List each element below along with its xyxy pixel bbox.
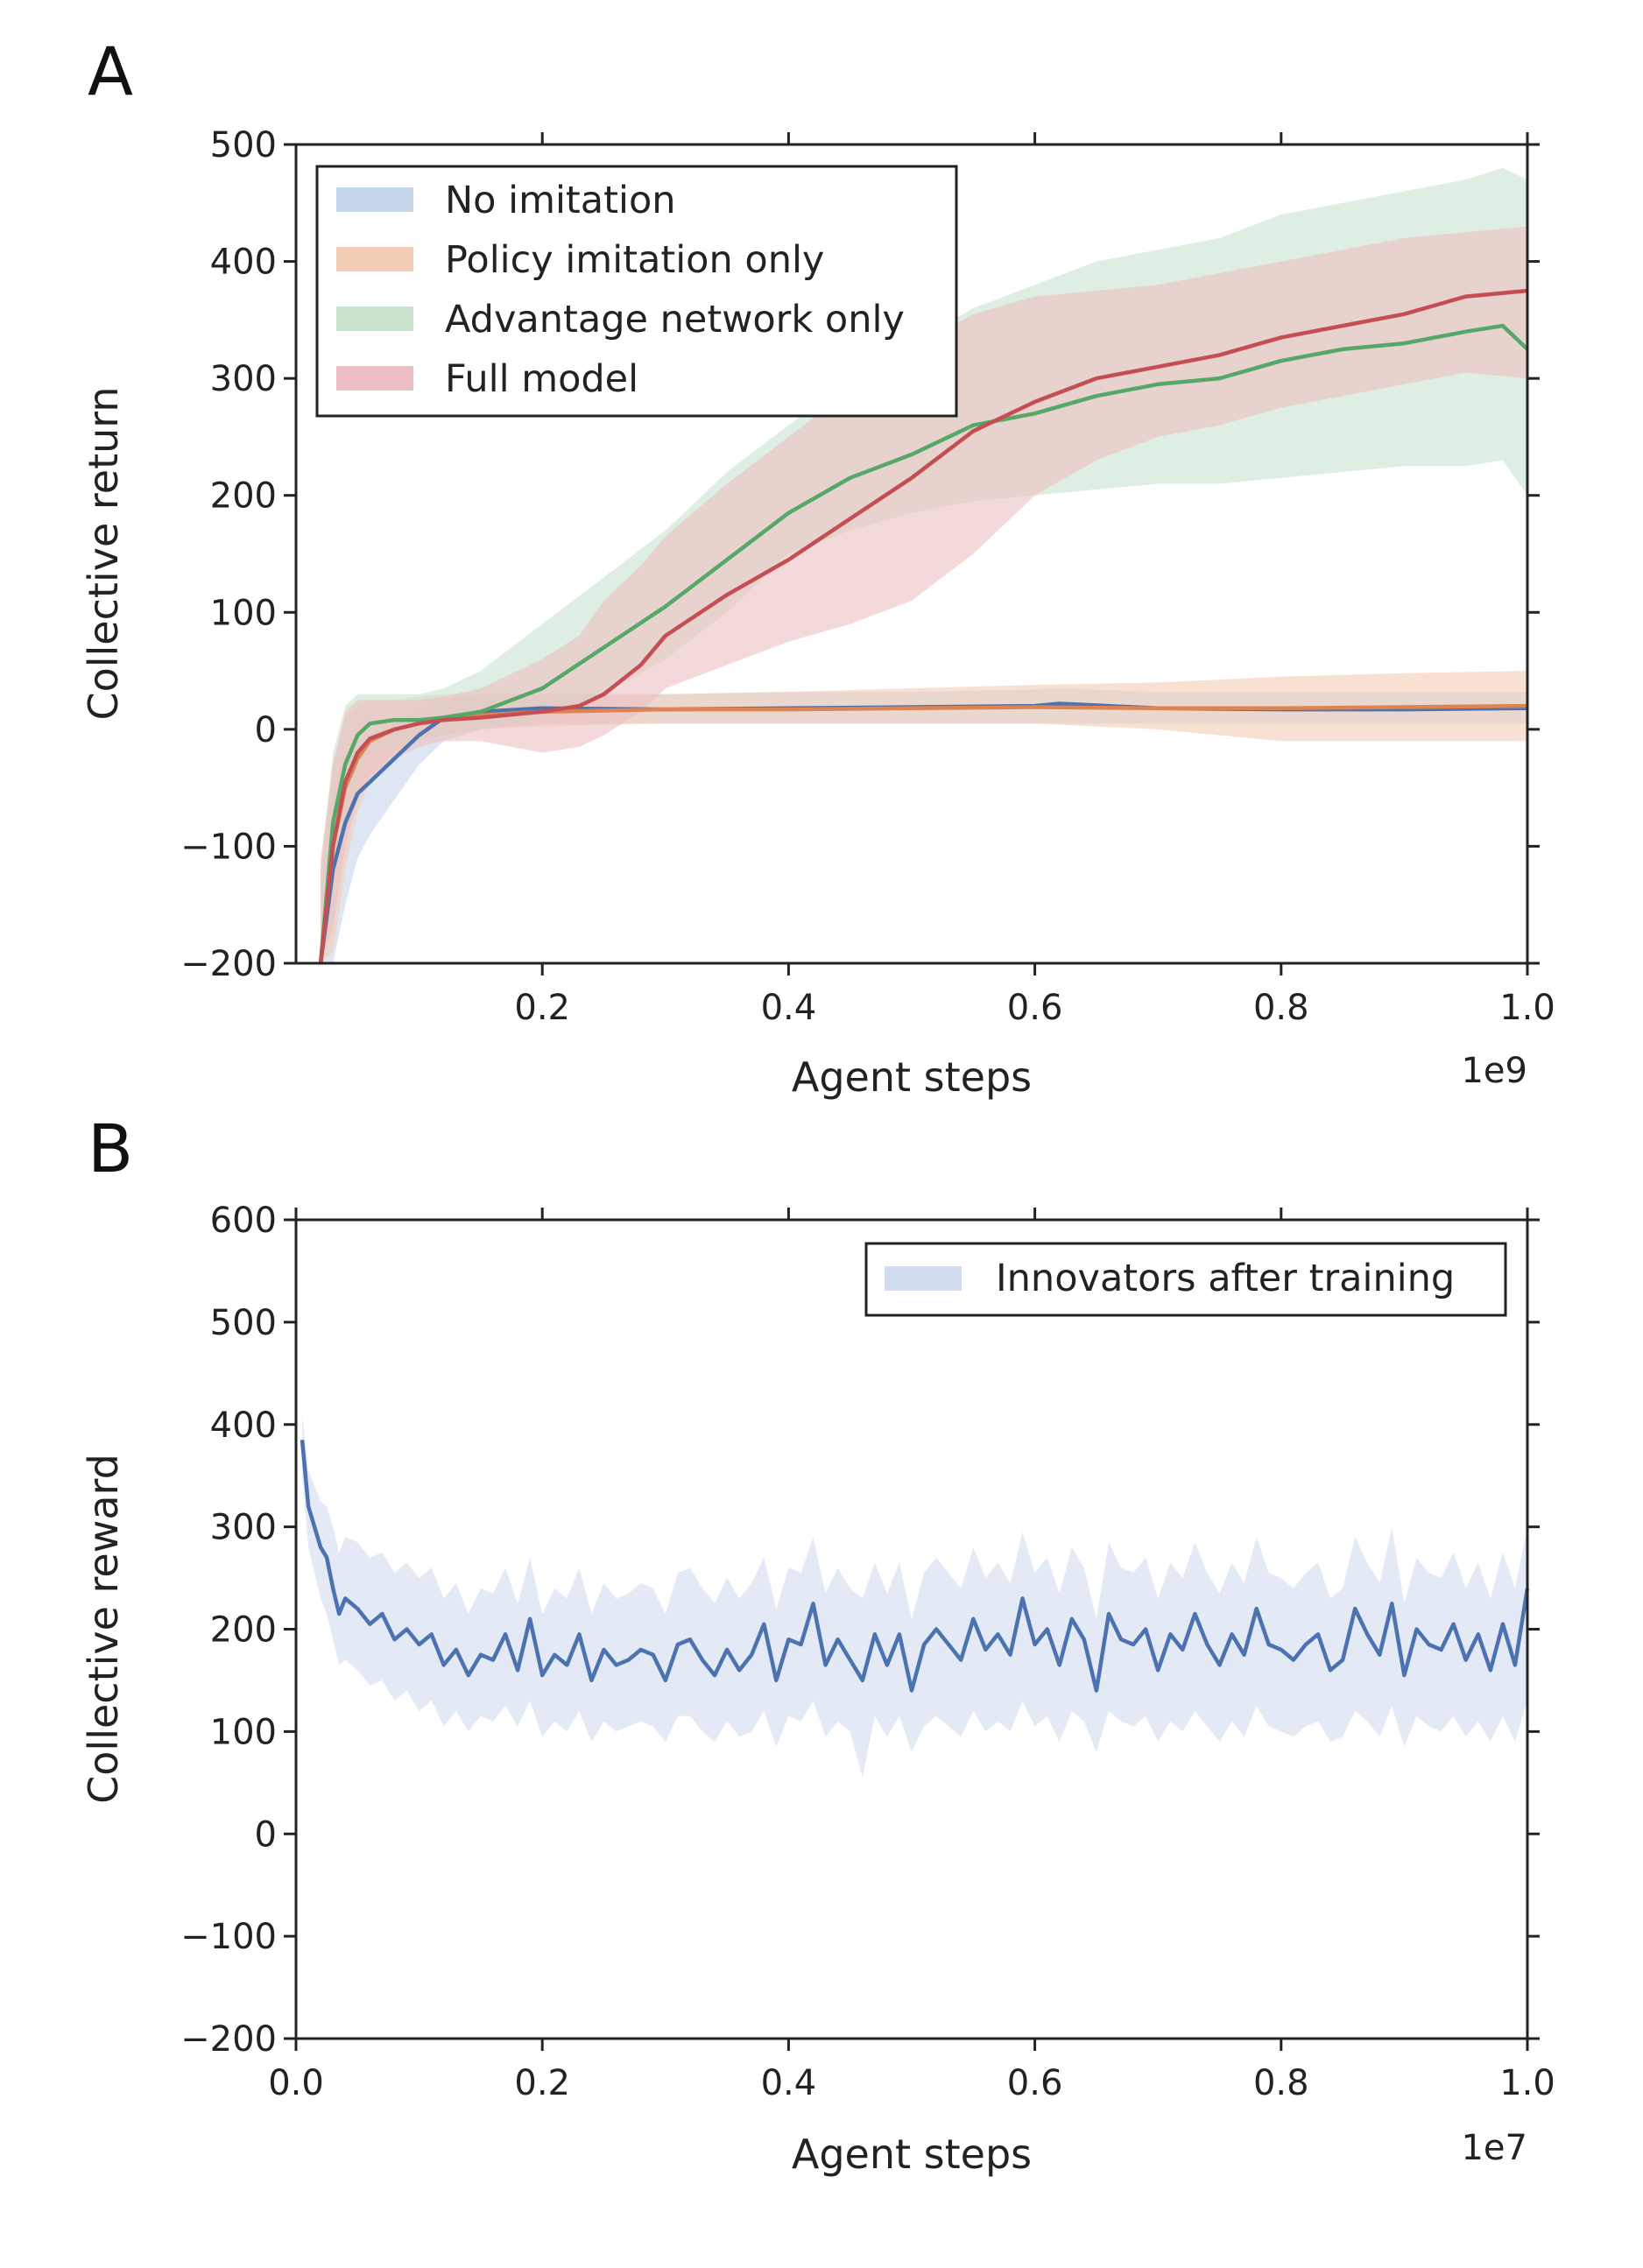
xtick-label-3: 0.8 [1253, 988, 1309, 1028]
ytick-label-4: 200 [210, 476, 277, 517]
ytick-label-3: 100 [210, 593, 277, 633]
panel-b-chart: B −200 −100 0 100 200 300 400 500 600 0.0 0.2 0.4 0.… [80, 1109, 1555, 2178]
xtick-label-4: 1.0 [1499, 988, 1555, 1028]
panel-b-xlabel: Agent steps [792, 2131, 1032, 2178]
ytick-label-1: −100 [180, 1917, 277, 1957]
panel-b-legend-frame [864, 1242, 1507, 1317]
panel-a-x-scale-label: 1e9 [1461, 1051, 1527, 1091]
ytick-label-2: 0 [255, 1814, 277, 1855]
ytick-label-6: 400 [210, 243, 277, 283]
ytick-label-0: −200 [180, 944, 277, 984]
panel-b-letter: B [88, 1109, 133, 1187]
ytick-label-0: −200 [180, 2019, 277, 2060]
xtick-label-0: 0.2 [514, 988, 570, 1028]
line-full-model [318, 288, 1528, 964]
panel-b-ticks: −200 −100 0 100 200 300 400 500 600 0.0 0.2 0.4 0.6 0… [180, 1201, 1555, 2103]
legend-swatch-advantage-network-only [336, 306, 413, 331]
xtick-label-0: 0.0 [268, 2063, 324, 2103]
panel-a-bands [321, 167, 1528, 963]
line-advantage-network-only [318, 323, 1529, 964]
ytick-label-5: 300 [210, 1508, 277, 1548]
legend-swatch-full-model [336, 366, 413, 391]
ytick-label-8: 600 [210, 1201, 277, 1241]
panel-b-bands [302, 1414, 1527, 1778]
xtick-label-1: 0.2 [514, 2063, 570, 2103]
legend-swatch-policy-imitation-only [336, 247, 413, 271]
panel-a-letter: A [88, 32, 133, 110]
ytick-label-7: 500 [210, 125, 277, 166]
panel-b-lines [300, 1440, 1530, 1693]
band-innovators-after-training [302, 1414, 1527, 1778]
xtick-label-2: 0.4 [761, 2063, 817, 2103]
ytick-label-5: 300 [210, 359, 277, 399]
panel-b-ylabel: Collective reward [80, 1454, 127, 1804]
xtick-label-2: 0.6 [1007, 988, 1063, 1028]
legend-label-advantage-network-only: Advantage network only [445, 298, 905, 342]
panel-a-ticks: −200 −100 0 100 200 300 400 500 0.2 0.4 0.6 0.8 1.0 [180, 125, 1555, 1028]
legend-label-policy-imitation-only: Policy imitation only [445, 238, 824, 282]
panel-a-xlabel: Agent steps [792, 1053, 1032, 1101]
band-full-model [321, 226, 1528, 963]
ytick-label-3: 100 [210, 1712, 277, 1752]
xtick-label-4: 0.8 [1253, 2063, 1309, 2103]
legend-label-innovators-after-training: Innovators after training [996, 1257, 1455, 1300]
line-innovators-after-training [300, 1440, 1530, 1693]
ytick-label-7: 500 [210, 1303, 277, 1343]
legend-label-no-imitation: No imitation [445, 179, 676, 222]
panel-a-frame [294, 143, 1529, 965]
xtick-label-5: 1.0 [1499, 2063, 1555, 2103]
ytick-label-6: 400 [210, 1405, 277, 1446]
xtick-label-3: 0.6 [1007, 2063, 1063, 2103]
panel-a-legend-frame [315, 165, 958, 418]
line-policy-imitation-only [318, 703, 1528, 964]
legend-swatch-no-imitation [336, 187, 413, 212]
legend-swatch-innovators-after-training [885, 1266, 962, 1291]
panel-b-legend: Innovators after training [864, 1242, 1507, 1317]
panel-b-x-scale-label: 1e7 [1461, 2128, 1527, 2168]
ytick-label-4: 200 [210, 1610, 277, 1651]
panel-a-legend: No imitation Policy imitation only Advan… [315, 165, 958, 418]
xtick-label-1: 0.4 [761, 988, 817, 1028]
ytick-label-1: −100 [180, 827, 277, 867]
legend-label-full-model: Full model [445, 357, 638, 401]
panel-a-lines [318, 288, 1529, 964]
panel-a-ylabel: Collective return [80, 386, 127, 720]
panel-a-chart: A −200 −100 0 100 200 300 400 500 0.2 0.4 0.6 0.8 1.… [80, 32, 1555, 1101]
ytick-label-2: 0 [255, 710, 277, 750]
